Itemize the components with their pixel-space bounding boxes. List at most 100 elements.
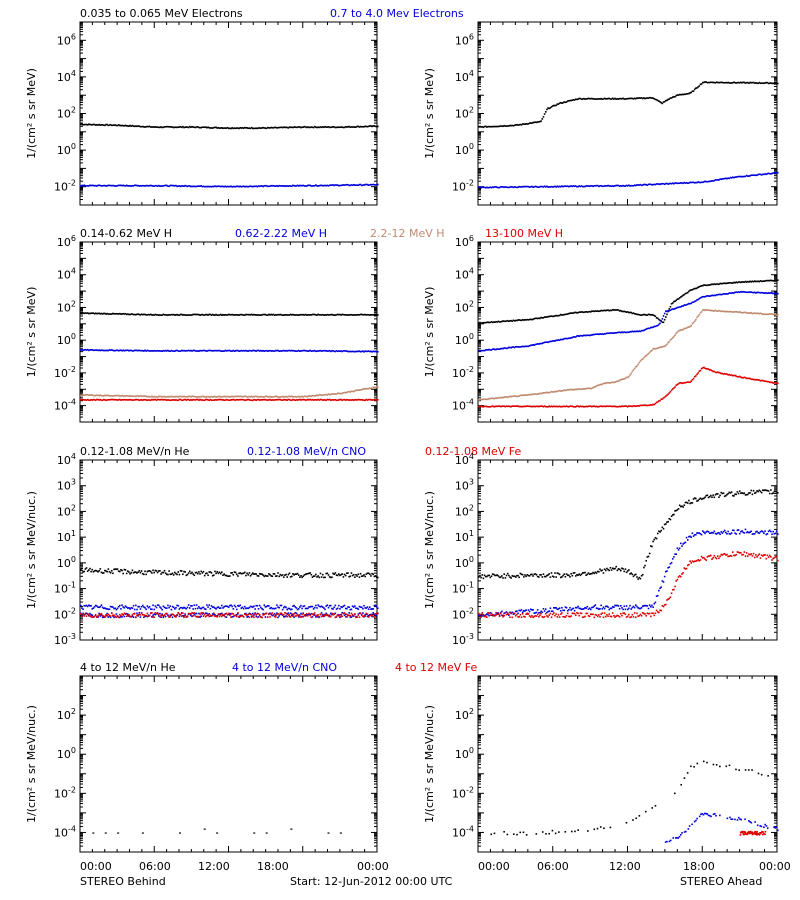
data-point: [242, 185, 245, 187]
data-point: [603, 97, 606, 100]
data-point: [659, 346, 661, 349]
data-point: [238, 399, 240, 401]
data-point: [682, 305, 684, 307]
data-point: [704, 284, 706, 286]
data-point: [124, 349, 127, 352]
data-point: [659, 319, 661, 322]
data-point: [171, 184, 174, 187]
data-point: [100, 312, 103, 315]
data-point: [362, 350, 364, 352]
data-point: [83, 123, 86, 126]
data-point: [665, 99, 667, 102]
data-point: [347, 350, 349, 353]
y-axis-label: 1/(cm² s sr MeV): [423, 68, 436, 159]
data-point: [127, 395, 129, 397]
data-point: [585, 334, 587, 337]
data-point: [148, 605, 151, 608]
series-trace: [478, 81, 779, 129]
data-point: [653, 183, 656, 186]
data-point: [533, 344, 536, 346]
data-point: [635, 184, 637, 187]
data-point: [109, 349, 112, 351]
data-point: [264, 313, 267, 316]
data-point: [86, 570, 89, 572]
data-point: [498, 348, 501, 350]
data-point: [174, 395, 176, 398]
data-point: [336, 574, 339, 577]
data-point: [246, 616, 248, 618]
data-point: [204, 572, 207, 575]
data-point: [703, 295, 705, 298]
data-point: [92, 312, 95, 314]
data-point: [127, 185, 129, 187]
data-point: [372, 399, 375, 401]
data-point: [691, 379, 694, 381]
data-point: [200, 396, 203, 398]
data-point: [760, 174, 763, 176]
data-point: [635, 330, 637, 333]
data-point: [588, 387, 591, 390]
data-point: [177, 314, 180, 316]
data-point: [341, 606, 344, 609]
data-point: [110, 606, 113, 608]
data-point: [734, 374, 736, 377]
data-point: [489, 349, 492, 351]
data-point: [520, 319, 523, 322]
data-point: [94, 394, 97, 397]
data-point: [114, 607, 117, 610]
data-point: [194, 399, 197, 401]
data-point: [273, 126, 276, 129]
data-point: [359, 389, 362, 391]
data-point: [722, 282, 725, 285]
data-point: [547, 107, 549, 109]
data-point: [187, 604, 190, 606]
data-point: [323, 126, 325, 129]
data-point: [727, 310, 729, 313]
data-point: [104, 399, 106, 401]
data-point: [532, 121, 534, 124]
data-point: [668, 340, 671, 343]
data-point: [138, 125, 141, 127]
data-point: [338, 604, 340, 607]
data-point: [88, 349, 90, 352]
data-point: [263, 184, 266, 187]
data-point: [513, 346, 516, 349]
data-point: [766, 292, 769, 295]
data-point: [240, 349, 243, 352]
data-point: [520, 394, 523, 397]
data-point: [211, 574, 214, 577]
data-point: [270, 399, 272, 401]
data-point: [356, 389, 358, 392]
data-point: [184, 314, 186, 316]
data-point: [93, 185, 96, 187]
data-point: [645, 314, 647, 316]
data-point: [508, 125, 510, 127]
data-point: [708, 180, 711, 183]
data-point: [303, 125, 306, 128]
data-point: [741, 376, 743, 379]
data-point: [249, 349, 252, 352]
data-point: [772, 82, 774, 85]
data-point: [356, 350, 358, 353]
data-point: [749, 280, 751, 283]
data-point: [147, 125, 150, 128]
data-point: [700, 367, 703, 370]
data-point: [248, 572, 251, 574]
data-point: [216, 396, 219, 398]
data-point: [174, 126, 176, 129]
data-point: [295, 185, 298, 187]
data-point: [123, 125, 126, 127]
data-point: [224, 613, 227, 615]
data-point: [318, 184, 321, 187]
data-point: [81, 607, 83, 609]
data-point: [299, 126, 301, 128]
data-point: [286, 576, 289, 578]
data-point: [777, 82, 779, 85]
data-point: [121, 394, 123, 397]
data-point: [615, 98, 617, 100]
data-point: [726, 373, 728, 375]
data-point: [563, 405, 566, 408]
data-point: [714, 179, 717, 181]
data-point: [371, 351, 373, 353]
data-point: [281, 399, 284, 401]
